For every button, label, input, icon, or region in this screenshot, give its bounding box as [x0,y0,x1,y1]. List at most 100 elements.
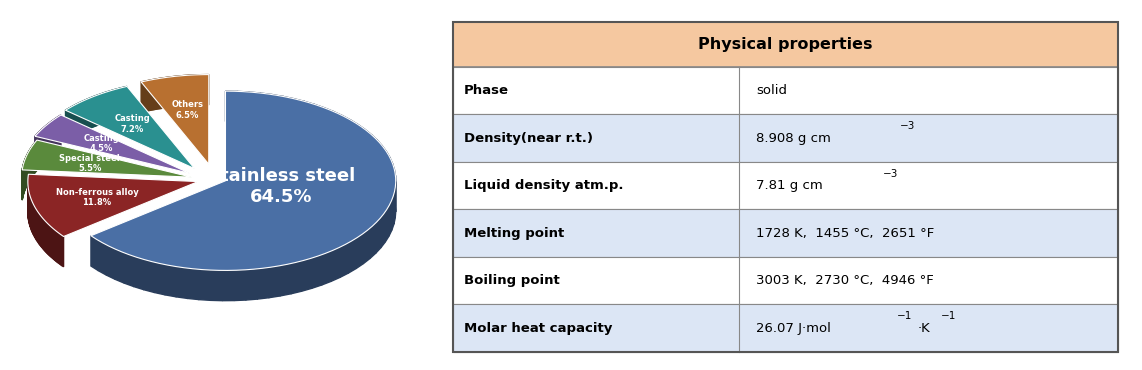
Polygon shape [225,91,238,122]
Text: 26.07 J·mol: 26.07 J·mol [756,322,831,335]
FancyBboxPatch shape [453,209,1118,257]
Polygon shape [312,255,322,288]
Polygon shape [376,218,381,253]
Polygon shape [187,75,188,105]
FancyBboxPatch shape [453,114,1118,162]
Polygon shape [322,251,331,285]
Polygon shape [386,151,389,188]
Polygon shape [120,88,121,118]
Polygon shape [91,91,396,270]
Text: −1: −1 [941,311,957,321]
Polygon shape [177,76,178,107]
Polygon shape [168,77,169,107]
Polygon shape [199,75,200,105]
Polygon shape [200,75,201,105]
Polygon shape [154,262,166,295]
Polygon shape [183,75,184,106]
Polygon shape [172,77,174,107]
Polygon shape [356,233,363,269]
Polygon shape [175,76,176,107]
Polygon shape [134,256,144,290]
Polygon shape [272,94,283,127]
Polygon shape [283,96,293,129]
Text: Casting
7.2%: Casting 7.2% [114,114,150,134]
Polygon shape [176,76,177,107]
Polygon shape [119,88,120,119]
Polygon shape [204,75,206,105]
Text: Stainless steel
64.5%: Stainless steel 64.5% [208,167,355,206]
Polygon shape [167,77,168,108]
Text: 3003 K,  2730 °C,  4946 °F: 3003 K, 2730 °C, 4946 °F [756,274,934,287]
Polygon shape [124,253,134,287]
Polygon shape [363,228,370,264]
Polygon shape [340,243,348,278]
Text: Non-ferrous alloy
11.8%: Non-ferrous alloy 11.8% [56,188,138,207]
Polygon shape [180,76,182,106]
Polygon shape [56,231,57,262]
Polygon shape [114,90,115,120]
Polygon shape [351,120,359,155]
Polygon shape [371,135,377,170]
Polygon shape [223,270,234,301]
Polygon shape [260,93,272,125]
Polygon shape [169,77,170,107]
Polygon shape [301,258,312,291]
Text: Others
6.5%: Others 6.5% [171,100,203,120]
Polygon shape [201,75,202,105]
Polygon shape [393,163,394,199]
Polygon shape [195,75,196,105]
Polygon shape [194,75,195,105]
Polygon shape [348,238,356,273]
Polygon shape [126,86,127,117]
Polygon shape [178,76,179,106]
Polygon shape [57,232,58,263]
Polygon shape [116,89,118,119]
Polygon shape [91,236,98,271]
Polygon shape [176,267,187,299]
Polygon shape [203,75,204,105]
Polygon shape [124,87,126,117]
Text: Special steel
5.5%: Special steel 5.5% [59,154,120,173]
Polygon shape [377,140,383,176]
Text: Density(near r.t.): Density(near r.t.) [464,132,593,145]
FancyBboxPatch shape [453,305,1118,352]
Polygon shape [257,268,268,299]
Polygon shape [208,75,209,105]
Polygon shape [206,75,207,105]
Polygon shape [291,261,301,294]
Polygon shape [191,75,192,105]
Polygon shape [249,92,260,123]
Polygon shape [59,234,61,265]
Text: −1: −1 [896,311,912,321]
Polygon shape [179,76,180,106]
Polygon shape [171,77,172,107]
Text: Liquid density atm.p.: Liquid density atm.p. [464,179,624,192]
Polygon shape [331,247,340,282]
Polygon shape [113,90,114,120]
Text: −3: −3 [883,169,899,179]
Text: 1728 K,  1455 °C,  2651 °F: 1728 K, 1455 °C, 2651 °F [756,226,934,240]
Polygon shape [280,263,291,296]
Polygon shape [122,87,123,118]
Polygon shape [123,87,124,118]
Polygon shape [174,76,175,107]
Polygon shape [63,236,64,267]
Polygon shape [115,89,116,120]
Polygon shape [202,75,203,105]
Polygon shape [293,99,304,132]
Text: Casting
4.5%: Casting 4.5% [83,134,119,153]
Text: Melting point: Melting point [464,226,564,240]
Polygon shape [385,206,389,242]
FancyBboxPatch shape [453,67,1118,114]
Polygon shape [118,88,119,119]
Text: −3: −3 [900,121,916,131]
Polygon shape [192,75,193,105]
Polygon shape [115,249,124,283]
Text: ·K: ·K [917,322,930,335]
Polygon shape [166,265,176,297]
Text: 8.908 g cm: 8.908 g cm [756,132,831,145]
Polygon shape [144,259,154,293]
Polygon shape [304,101,314,135]
Text: solid: solid [756,84,787,97]
Polygon shape [207,75,208,105]
